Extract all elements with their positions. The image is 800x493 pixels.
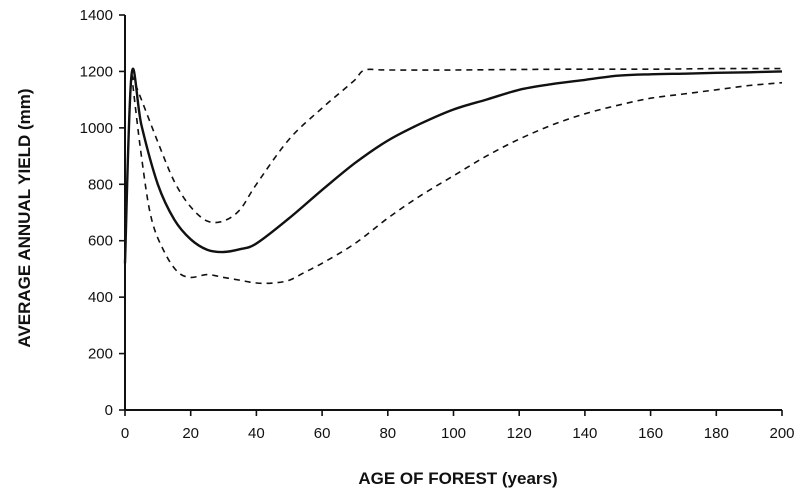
y-tick-label: 200 (88, 346, 113, 363)
x-tick-label: 120 (507, 425, 532, 442)
y-axis-title: AVERAGE ANNUAL YIELD (mm) (15, 88, 34, 347)
x-tick-label: 100 (441, 425, 466, 442)
y-tick-label: 1000 (80, 120, 113, 137)
y-tick-label: 0 (105, 402, 113, 419)
x-tick-label: 20 (182, 425, 199, 442)
upper-bound-dashed-line (130, 67, 783, 224)
y-tick-label: 1400 (80, 7, 113, 24)
y-tick-label: 400 (88, 289, 113, 306)
x-tick-label: 60 (314, 425, 331, 442)
x-tick-label: 200 (769, 425, 794, 442)
x-tick-label: 40 (248, 425, 265, 442)
ticks: 0 20 40 60 80 100 120 140 160 180 200 0 200 400 600 800… (80, 7, 795, 442)
lower-bound-dashed-line (130, 74, 783, 285)
y-tick-label: 600 (88, 233, 113, 250)
y-tick-label: 800 (88, 176, 113, 193)
x-tick-label: 180 (704, 425, 729, 442)
x-tick-label: 160 (638, 425, 663, 442)
x-tick-label: 140 (572, 425, 597, 442)
x-tick-label: 80 (379, 425, 396, 442)
mean-yield-line (123, 67, 783, 264)
y-tick-label: 1200 (80, 63, 113, 80)
x-tick-label: 0 (121, 425, 129, 442)
x-axis-title: AGE OF FOREST (years) (358, 469, 557, 488)
series-group (123, 67, 783, 285)
